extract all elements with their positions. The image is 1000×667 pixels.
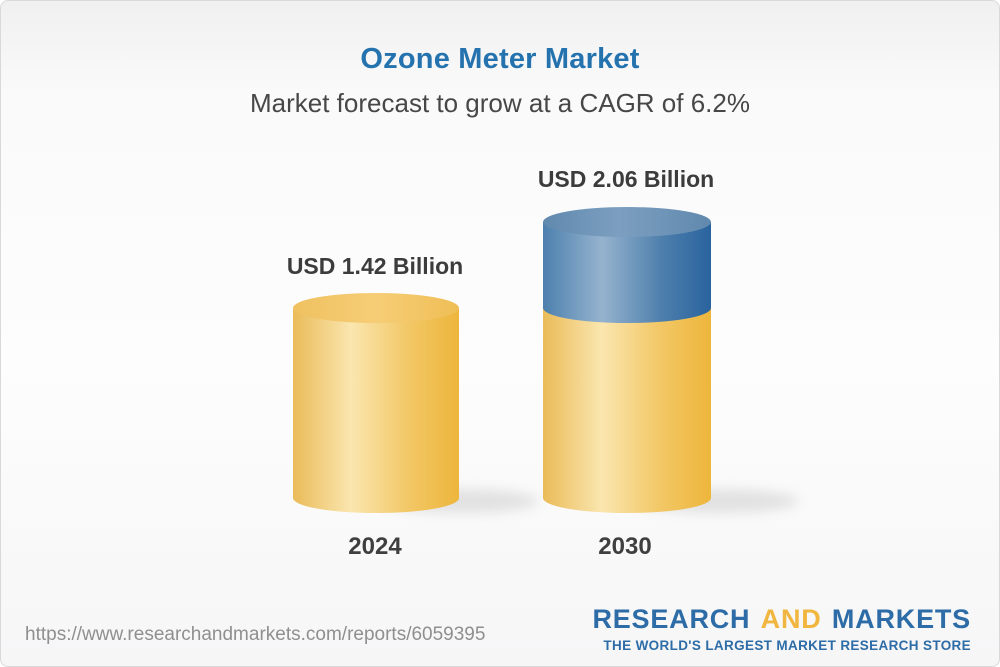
logo-wordmark: RESEARCH AND MARKETS xyxy=(592,604,971,635)
category-label-2030: 2030 xyxy=(598,533,652,560)
logo-word-markets: MARKETS xyxy=(831,604,971,634)
report-url: https://www.researchandmarkets.com/repor… xyxy=(25,624,486,645)
category-label-2024: 2024 xyxy=(348,533,402,560)
page-subtitle: Market forecast to grow at a CAGR of 6.2… xyxy=(250,88,750,118)
logo-word-research: RESEARCH xyxy=(592,604,751,634)
cylinder-2030-top xyxy=(543,207,711,237)
research-and-markets-logo: RESEARCH AND MARKETS THE WORLD'S LARGEST… xyxy=(592,604,971,653)
logo-tagline: THE WORLD'S LARGEST MARKET RESEARCH STOR… xyxy=(603,638,971,653)
value-label-2030: USD 2.06 Billion xyxy=(537,166,715,192)
value-label-2024: USD 1.42 Billion xyxy=(286,253,464,279)
cylinder-2024-body xyxy=(293,308,459,513)
cylinder-2030-base-segment xyxy=(543,308,711,513)
logo-word-and: AND xyxy=(760,604,822,634)
page-title: Ozone Meter Market xyxy=(360,43,640,75)
cylinder-2024-top xyxy=(293,293,459,323)
cylinder-bars xyxy=(293,207,711,513)
cylinder-2030-growth-segment xyxy=(543,222,711,323)
